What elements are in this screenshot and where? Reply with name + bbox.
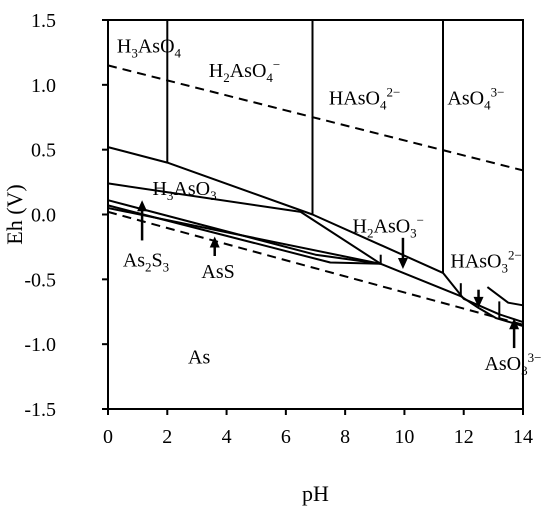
species-label-as2s3: As2S3 <box>123 249 169 274</box>
species-label-aso3: AsO33− <box>484 350 541 378</box>
plot-frame <box>107 19 524 410</box>
x-tick-label: 14 <box>513 426 533 448</box>
water-stability-line-2 <box>107 210 524 326</box>
y-tick-label: 0.0 <box>31 205 56 227</box>
water-stability-line-1 <box>107 64 524 172</box>
y-tick-label: 1.5 <box>31 10 56 32</box>
species-label-as: As <box>188 347 210 369</box>
phase-boundary-9 <box>107 207 524 327</box>
phase-boundary-10 <box>486 286 524 307</box>
x-tick-label: 0 <box>103 426 113 448</box>
phase-boundary-8 <box>107 204 381 265</box>
y-tick-label: -0.5 <box>24 269 56 291</box>
phase-boundary-6 <box>107 182 382 265</box>
y-tick-label: 0.5 <box>31 140 56 162</box>
species-label-h3aso3: H3AsO3 <box>152 178 216 203</box>
x-axis-title: pH <box>302 481 329 506</box>
label-arrow-2 <box>209 236 220 256</box>
label-arrow-1 <box>137 200 148 241</box>
x-tick-label: 4 <box>222 426 232 448</box>
species-label-aso4: AsO43− <box>447 84 504 112</box>
x-tick-label: 10 <box>394 426 414 448</box>
species-label-h3aso4: H3AsO4 <box>117 35 182 60</box>
water-stability-lines <box>107 64 524 326</box>
y-tick-label: 1.0 <box>31 75 56 97</box>
species-labels: H3AsO4 H2AsO4− HAsO42− AsO43− H3AsO3 H2AsO3− H… <box>117 35 542 378</box>
y-axis-title: Eh (V) <box>2 184 27 244</box>
x-tick-label: 12 <box>454 426 474 448</box>
y-tick-label: -1.0 <box>24 334 56 356</box>
x-tick-label: 8 <box>340 426 350 448</box>
phase-boundaries <box>107 20 524 327</box>
species-label-h2aso4: H2AsO4− <box>209 57 280 85</box>
label-arrow-5 <box>509 318 520 349</box>
label-arrows <box>137 200 520 349</box>
species-label-ass: AsS <box>201 261 234 283</box>
y-tick-label: -1.5 <box>24 399 56 421</box>
x-tick-label: 6 <box>281 426 291 448</box>
label-arrow-3 <box>397 237 408 269</box>
x-tick-label: 2 <box>162 426 172 448</box>
species-label-haso3: HAsO32− <box>450 248 521 276</box>
label-arrow-4 <box>473 289 484 308</box>
phase-boundary-7 <box>107 199 381 265</box>
axis-ticks: 0 2 4 6 8 10 12 14 1.5 1.0 0.5 0.0 -0.5 -1.0 -1.5 <box>24 10 533 448</box>
species-label-h2aso3: H2AsO3− <box>353 213 424 241</box>
species-label-haso4: HAsO42− <box>329 84 400 112</box>
